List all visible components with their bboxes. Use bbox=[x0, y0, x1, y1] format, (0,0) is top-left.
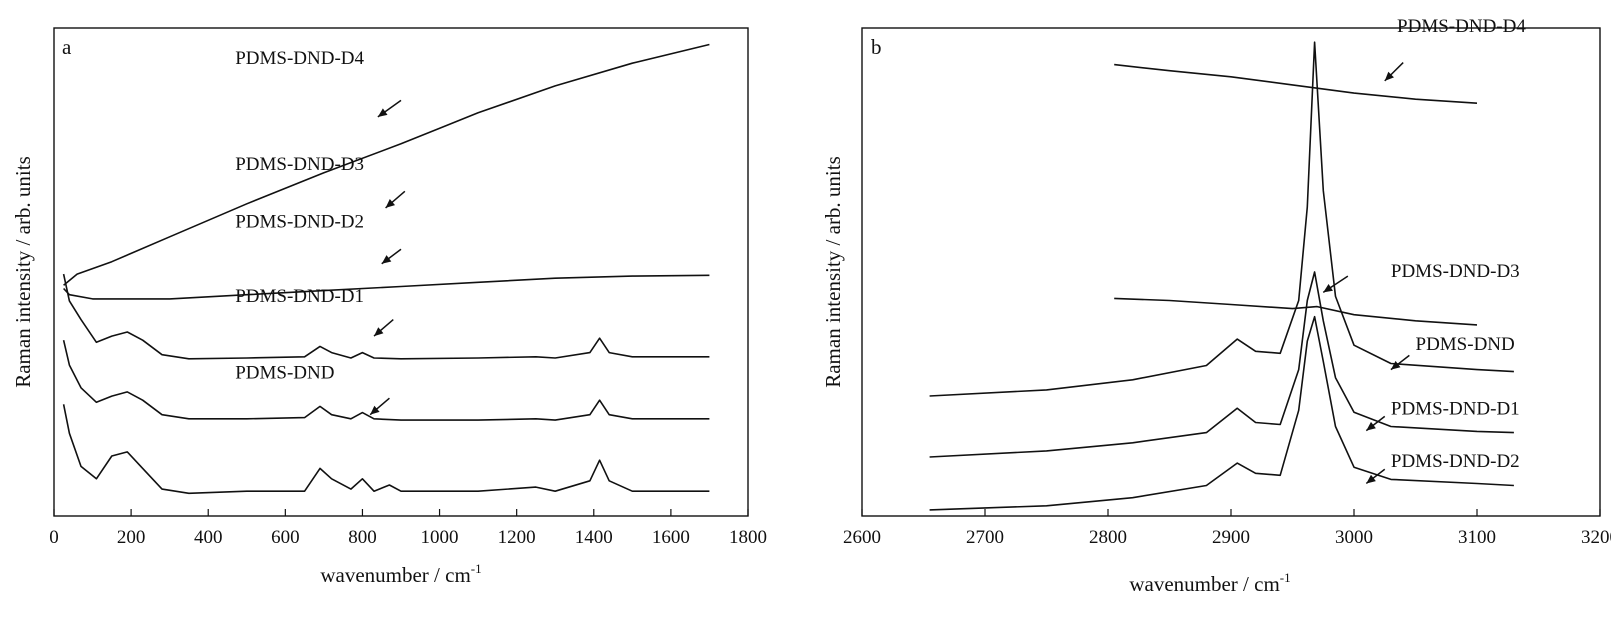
panel-b-x-ticks: 2600 2700 2800 2900 3000 3100 3200 bbox=[843, 509, 1611, 548]
panel-a-x-tick-label-5: 1000 bbox=[421, 527, 459, 548]
panel-b-series-line-pdms-dnd-d2 bbox=[929, 315, 1514, 511]
panel-a-series-line-pdms-dnd-d1 bbox=[62, 340, 710, 421]
panel-b-letter: b bbox=[871, 35, 882, 59]
panel-b-series-label-pdms-dnd-d1: PDMS-DND-D1 bbox=[1391, 398, 1520, 419]
panel-b-x-tick-label-5: 3100 bbox=[1458, 527, 1496, 548]
panel-a-x-tick-label-1: 200 bbox=[117, 527, 146, 548]
panel-a-arrow-head-pdms-dnd-d1 bbox=[374, 327, 384, 337]
panel-a-series: PDMS-DND-D4 PDMS-DND-D3 PDMS-DND-D2 PDMS-DN… bbox=[62, 43, 710, 495]
panel-b-x-tick-label-0: 2600 bbox=[843, 527, 881, 548]
panel-b-series-label-pdms-dnd: PDMS-DND bbox=[1416, 334, 1515, 355]
panel-b-series-label-pdms-dnd-d4: PDMS-DND-D4 bbox=[1397, 16, 1526, 37]
panel-a-x-tick-label-0: 0 bbox=[49, 527, 59, 548]
panel-b-x-tick-label-1: 2700 bbox=[966, 527, 1004, 548]
panel-a-y-axis-title: Raman intensity / arb. units bbox=[11, 156, 35, 388]
panel-b-x-axis-title: wavenumber / cm-1 bbox=[1129, 570, 1290, 596]
panel-a-x-tick-label-6: 1200 bbox=[498, 527, 536, 548]
panel-b-series-line-pdms-dnd-d3 bbox=[1114, 297, 1478, 326]
panel-a-x-axis-title: wavenumber / cm-1 bbox=[320, 561, 481, 587]
panel-b-series-line-pdms-dnd bbox=[929, 41, 1514, 397]
panel-b-series-label-pdms-dnd-d3: PDMS-DND-D3 bbox=[1391, 261, 1520, 282]
panel-b-arrow-head-pdms-dnd-d3 bbox=[1323, 284, 1333, 293]
panel-a-x-tick-label-8: 1600 bbox=[652, 527, 690, 548]
panel-a-x-tick-label-9: 1800 bbox=[729, 527, 767, 548]
panel-b-x-tick-label-2: 2800 bbox=[1089, 527, 1127, 548]
panel-b-y-axis-title: Raman intensity / arb. units bbox=[821, 156, 845, 388]
panel-a-series-label-pdms-dnd: PDMS-DND bbox=[235, 363, 334, 384]
panel-a-series-line-pdms-dnd-d4 bbox=[63, 43, 710, 286]
panel-a-series-label-pdms-dnd-d3: PDMS-DND-D3 bbox=[235, 154, 364, 175]
panel-a-x-tick-label-2: 400 bbox=[194, 527, 223, 548]
panel-b-x-tick-label-4: 3000 bbox=[1335, 527, 1373, 548]
panel-b-arrow-head-pdms-dnd bbox=[1390, 360, 1401, 370]
panel-b-x-tick-label-3: 2900 bbox=[1212, 527, 1250, 548]
panel-a-plot-frame bbox=[53, 27, 749, 517]
panel-b-series: PDMS-DND-D4 PDMS-DND-D3 PDMS-DND PDMS-DND-D… bbox=[929, 16, 1526, 511]
panel-b-x-tick-label-6: 3200 bbox=[1581, 527, 1611, 548]
panel-a-arrow-head-pdms-dnd-d3 bbox=[385, 199, 396, 208]
panel-a-letter: a bbox=[62, 35, 72, 59]
panel-b-series-label-pdms-dnd-d2: PDMS-DND-D2 bbox=[1391, 451, 1520, 472]
panel-a-arrow-head-pdms-dnd-d4 bbox=[377, 108, 388, 117]
panel-a-x-tick-label-3: 600 bbox=[271, 527, 300, 548]
panel-b-arrow-head-pdms-dnd-d1 bbox=[1366, 421, 1376, 431]
panel-a-x-ticks: 0 200 400 600 800 1000 1200 1400 1600 1800 bbox=[49, 509, 767, 548]
panel-a-series-line-pdms-dnd-d3 bbox=[63, 274, 710, 300]
panel-a-arrow-head-pdms-dnd-d2 bbox=[381, 255, 392, 264]
panel-b: b 2600 2700 2800 2900 3000 3100 3200 PDMS-DND-… bbox=[821, 16, 1611, 596]
panel-a-series-line-pdms-dnd bbox=[62, 404, 710, 495]
panel-a-series-label-pdms-dnd-d4: PDMS-DND-D4 bbox=[235, 48, 364, 69]
panel-a-x-tick-label-7: 1400 bbox=[575, 527, 613, 548]
panel-b-series-line-pdms-dnd-d1 bbox=[929, 271, 1514, 458]
panel-b-arrow-head-pdms-dnd-d2 bbox=[1366, 474, 1376, 484]
panel-a-series-label-pdms-dnd-d1: PDMS-DND-D1 bbox=[235, 286, 364, 307]
panel-a-arrow-head-pdms-dnd bbox=[370, 405, 380, 415]
panel-b-series-line-pdms-dnd-d4 bbox=[1114, 63, 1478, 104]
panel-a-x-tick-label-4: 800 bbox=[348, 527, 377, 548]
panel-a: a 0 200 400 600 800 1000 1200 1400 1600 1800 PDMS… bbox=[11, 27, 767, 587]
panel-a-series-label-pdms-dnd-d2: PDMS-DND-D2 bbox=[235, 212, 364, 233]
panel-a-series-line-pdms-dnd-d2 bbox=[62, 273, 710, 360]
panel-b-arrow-head-pdms-dnd-d4 bbox=[1384, 71, 1394, 81]
